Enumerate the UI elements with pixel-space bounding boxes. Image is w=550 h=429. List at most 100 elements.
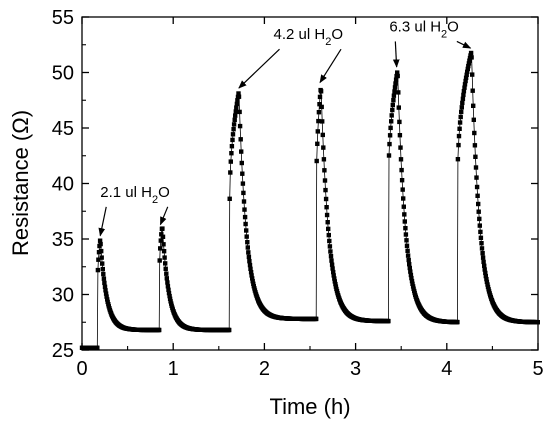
data-series — [79, 50, 540, 350]
data-point — [228, 159, 233, 164]
y-tick-label: 30 — [52, 285, 74, 307]
data-point — [248, 270, 254, 275]
data-point — [410, 284, 416, 289]
data-point — [397, 119, 402, 125]
data-point — [482, 263, 487, 268]
data-point — [99, 248, 104, 254]
data-point — [479, 246, 485, 251]
data-point — [164, 276, 169, 281]
data-point — [236, 94, 242, 99]
data-point — [402, 219, 407, 224]
data-point — [248, 266, 253, 271]
data-point — [229, 151, 234, 156]
data-point — [404, 238, 409, 243]
annotation-arrow — [238, 48, 280, 89]
data-point — [466, 61, 472, 66]
data-point — [227, 196, 232, 201]
data-point — [456, 142, 461, 148]
data-point — [329, 258, 334, 263]
data-point — [163, 261, 168, 266]
data-point — [393, 77, 399, 82]
data-point — [411, 286, 416, 291]
data-point — [237, 109, 242, 115]
data-point — [471, 117, 476, 122]
data-point — [327, 244, 333, 249]
data-point — [102, 280, 107, 286]
data-point — [471, 103, 476, 108]
data-point — [456, 133, 462, 139]
data-point — [165, 280, 170, 285]
data-point — [233, 113, 238, 118]
data-point — [462, 82, 468, 87]
annotation-subscript: 2 — [441, 28, 447, 40]
data-point — [484, 276, 489, 282]
data-point — [400, 187, 405, 192]
data-point — [455, 157, 461, 162]
data-point — [103, 291, 109, 296]
data-point — [470, 88, 475, 93]
data-point — [479, 241, 484, 246]
data-point — [237, 123, 243, 129]
annotation-text: 6.3 ul H — [389, 18, 441, 35]
data-point — [95, 267, 101, 273]
data-point — [386, 318, 391, 324]
data-point — [247, 259, 252, 264]
data-point — [396, 90, 401, 95]
data-point — [406, 257, 411, 263]
data-point — [158, 246, 163, 251]
y-tick-label: 55 — [52, 7, 74, 29]
data-point — [103, 288, 108, 293]
data-point — [241, 190, 246, 196]
data-point — [409, 275, 414, 281]
data-point — [397, 133, 403, 138]
data-point — [457, 126, 462, 131]
annotation-subscript: 2 — [325, 36, 331, 48]
data-point — [461, 92, 466, 98]
data-point — [244, 234, 249, 239]
data-point — [470, 72, 475, 77]
data-point — [407, 262, 412, 267]
data-point — [236, 91, 241, 96]
data-point — [395, 70, 400, 75]
data-point — [457, 120, 463, 125]
data-point — [407, 265, 412, 271]
data-point — [463, 75, 469, 80]
data-point — [405, 253, 411, 258]
data-point — [240, 181, 246, 186]
y-tick-label: 40 — [52, 174, 74, 196]
data-point — [158, 238, 163, 243]
annotation-label: 4.2 ul H2O — [274, 26, 344, 48]
data-point — [403, 226, 408, 231]
data-point — [389, 113, 394, 118]
data-point — [474, 184, 480, 190]
data-point — [239, 160, 244, 166]
data-point — [166, 287, 171, 292]
data-point — [329, 262, 335, 267]
data-point — [485, 282, 490, 287]
data-point — [467, 58, 472, 63]
data-point — [246, 254, 252, 260]
data-point — [242, 207, 247, 212]
data-point — [331, 273, 336, 278]
data-point — [325, 220, 330, 225]
data-point — [399, 178, 405, 183]
data-point — [476, 201, 481, 207]
data-point — [462, 85, 467, 90]
data-point — [246, 250, 251, 255]
annotation: 4.2 ul H2O — [238, 26, 344, 89]
data-point — [167, 296, 173, 301]
data-point — [228, 170, 233, 175]
annotation-suffix: O — [158, 184, 170, 201]
data-point — [101, 276, 107, 281]
data-point — [100, 266, 105, 272]
data-point — [321, 157, 327, 162]
data-point — [166, 290, 172, 296]
data-point — [466, 63, 471, 69]
x-axis: 0 1 2 3 4 5 — [76, 17, 544, 380]
annotation-subscript: 2 — [152, 194, 158, 206]
data-point — [396, 105, 401, 110]
data-point — [320, 132, 325, 138]
data-point — [478, 235, 484, 240]
